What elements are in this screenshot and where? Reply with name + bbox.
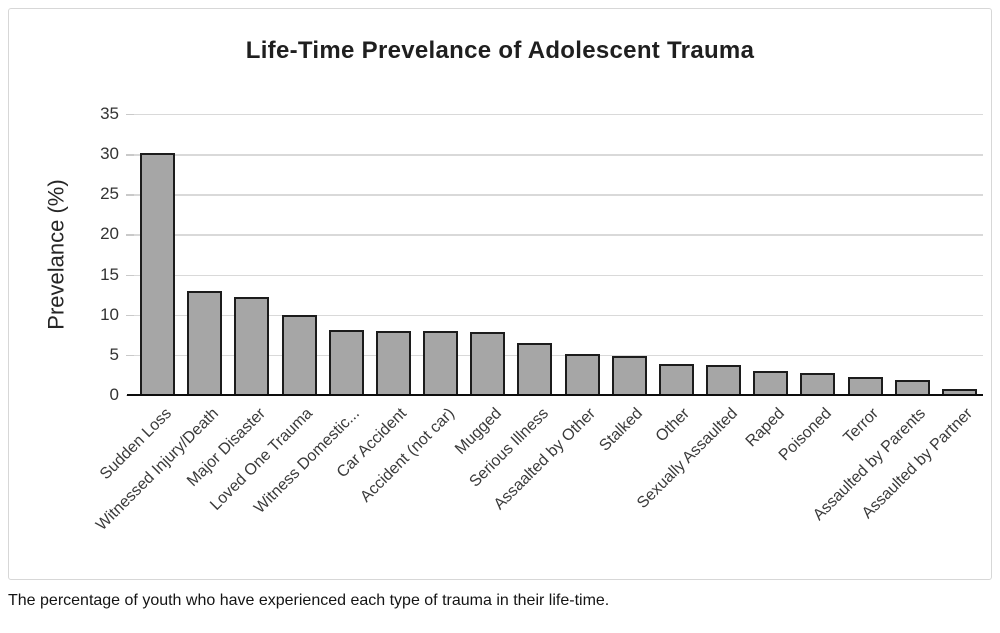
- x-tick-label: Accident (not car): [356, 405, 458, 506]
- bar-17: [941, 388, 977, 395]
- x-tick-label: Assaulted by Partner: [859, 405, 977, 523]
- bar-5: [375, 330, 411, 395]
- gridline: [127, 194, 983, 196]
- bar-16: [894, 379, 930, 395]
- x-tick-label: Sudden Loss: [96, 405, 175, 484]
- bar-8: [517, 342, 553, 395]
- gridline: [127, 354, 983, 357]
- x-tick-label: Car Accident: [334, 405, 411, 482]
- x-tick-label: Serious Illness: [466, 405, 552, 491]
- x-tick-label: Witnessed Injury/Death: [92, 405, 222, 534]
- bar-1: [187, 290, 223, 395]
- x-tick-label: Loved One Trauma: [207, 405, 317, 514]
- x-tick-label: Assaulted by Parents: [810, 405, 930, 524]
- bar-12: [706, 365, 742, 395]
- x-tick-label: Poisoned: [775, 405, 835, 465]
- figure-caption: The percentage of youth who have experie…: [8, 592, 610, 609]
- gridline: [127, 234, 983, 236]
- bar-4: [328, 329, 364, 395]
- x-tick-label: Major Disaster: [183, 405, 269, 490]
- bar-11: [658, 363, 694, 395]
- x-tick-label: Witness Domestic...: [251, 405, 364, 517]
- x-axis-line: [127, 393, 983, 396]
- x-tick-label: Mugged: [451, 405, 505, 458]
- bar-2: [234, 297, 270, 395]
- bar-0: [140, 152, 176, 395]
- gridline: [127, 314, 983, 317]
- bar-3: [281, 314, 317, 395]
- x-tick-label: Other: [653, 405, 694, 446]
- y-axis-title: Prevelance (%): [43, 179, 69, 330]
- gridline: [127, 154, 983, 156]
- bar-13: [753, 370, 789, 395]
- x-tick-label: Stalked: [596, 405, 647, 455]
- x-tick-label: Sexually Assaulted: [633, 405, 741, 512]
- x-tick-label: Raped: [742, 405, 788, 451]
- bar-6: [423, 330, 459, 395]
- chart-title: Life-Time Prevelance of Adolescent Traum…: [245, 37, 755, 64]
- bar-10: [611, 355, 647, 395]
- gridline: [127, 274, 983, 276]
- x-tick-label: Assaalted by Other: [490, 405, 600, 514]
- plot-area: [127, 114, 983, 396]
- chart-figure: Life-Time Prevelance of Adolescent Traum…: [8, 8, 992, 580]
- bar-14: [800, 373, 836, 395]
- bar-15: [847, 377, 883, 395]
- x-tick-label: Terror: [840, 405, 883, 447]
- gridline: [127, 114, 983, 116]
- bar-7: [470, 332, 506, 395]
- bar-9: [564, 354, 600, 395]
